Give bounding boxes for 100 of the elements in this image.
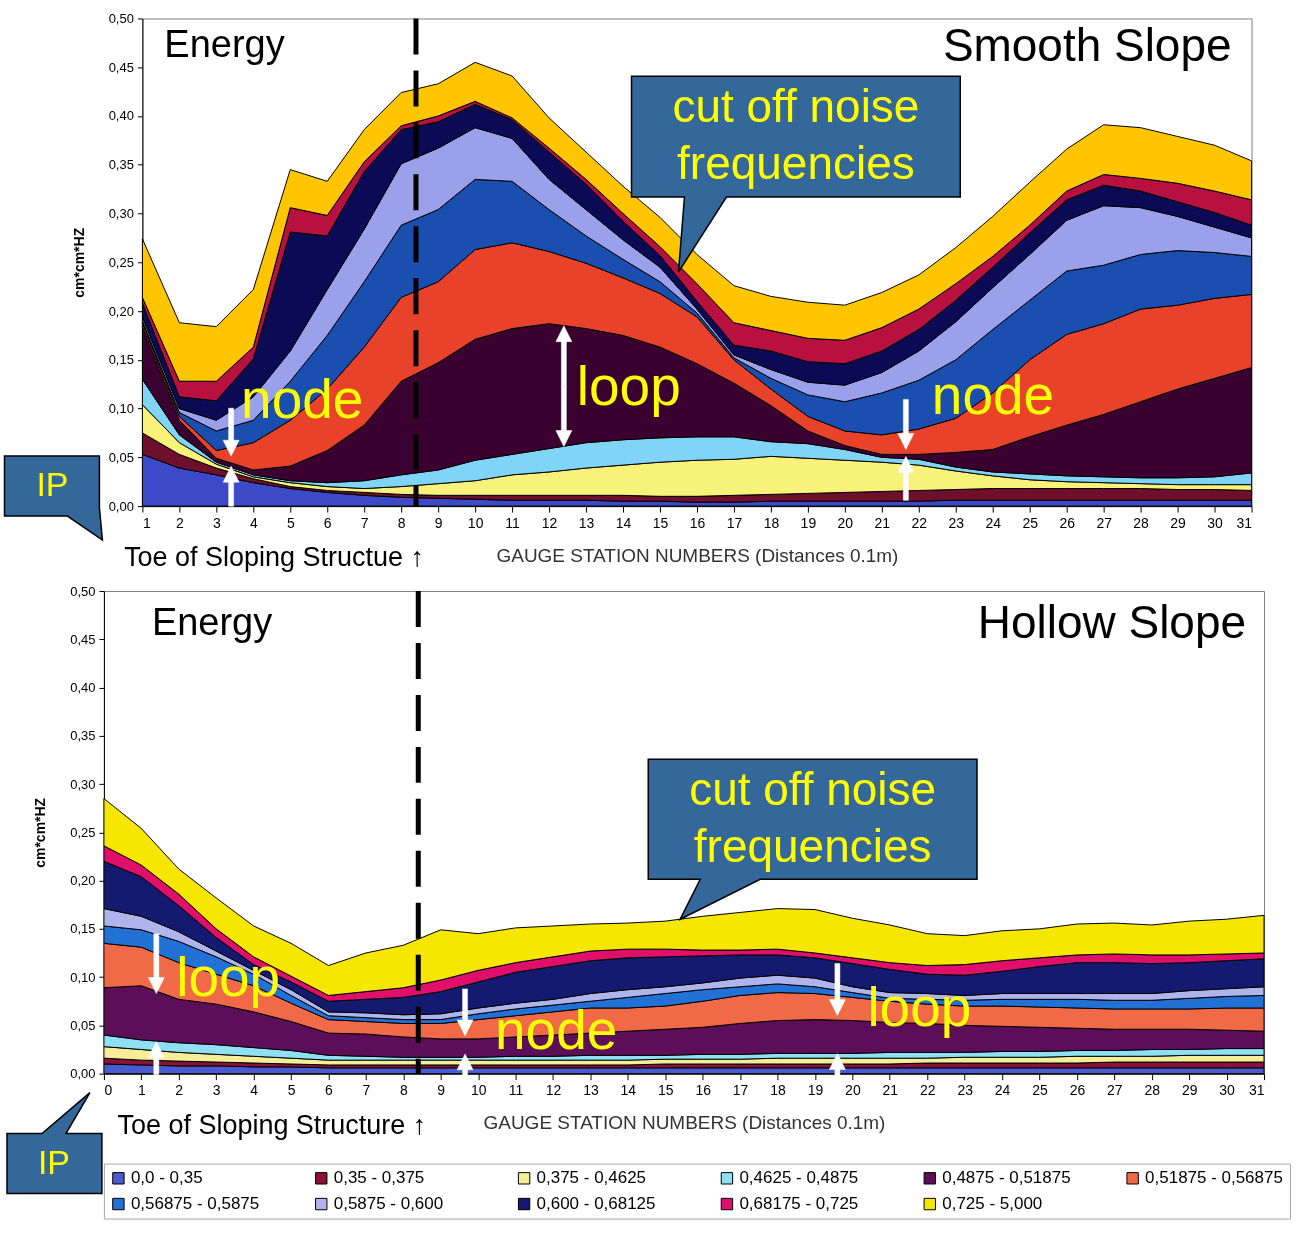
- text: IP: [36, 465, 69, 504]
- y-tick-label: 0,45: [70, 631, 96, 647]
- ref-line-label: Toe of Sloping Structue ↑: [124, 542, 424, 573]
- y-tick-label: 0,30: [70, 776, 96, 792]
- x-tick-label: 23: [957, 1082, 974, 1099]
- x-tick-label: 28: [1133, 514, 1150, 531]
- x-tick-label: 14: [620, 1082, 637, 1099]
- x-tick-label: 12: [541, 514, 558, 531]
- y-tick-label: 0,25: [108, 254, 134, 270]
- x-tick-label: 8: [399, 1082, 408, 1099]
- y-tick-label: 0,40: [108, 108, 134, 124]
- x-tick-label: 27: [1096, 514, 1113, 531]
- x-tick-label: 26: [1069, 1082, 1086, 1099]
- x-tick-label: 3: [212, 1082, 221, 1099]
- x-tick-label: 19: [800, 514, 817, 531]
- x-tick-label: 22: [911, 514, 928, 531]
- y-tick-label: 0,10: [108, 401, 134, 417]
- x-tick-label: 26: [1059, 514, 1076, 531]
- x-tick-label: 9: [437, 1082, 446, 1099]
- x-tick-label: 16: [695, 1082, 712, 1099]
- legend-label: 0,375 - 0,4625: [536, 1168, 647, 1188]
- y-tick-label: 0,35: [108, 157, 134, 173]
- x-tick-label: 31: [1248, 1082, 1265, 1099]
- y-tick-label: 0,50: [70, 583, 96, 599]
- x-tick-label: 9: [434, 514, 443, 531]
- legend-label: 0,5875 - 0,600: [333, 1194, 444, 1214]
- y-tick-label: 0,15: [108, 352, 134, 368]
- legend-label: 0,600 - 0,68125: [536, 1194, 656, 1214]
- x-tick-label: 20: [837, 514, 854, 531]
- x-tick-label: 6: [323, 514, 332, 531]
- x-tick-label: 23: [948, 514, 965, 531]
- x-tick-label: 2: [175, 514, 184, 531]
- x-tick-label: 10: [467, 514, 484, 531]
- annotation: loop: [576, 354, 681, 417]
- legend-label: 0,725 - 5,000: [942, 1194, 1043, 1214]
- x-tick-label: 30: [1219, 1082, 1236, 1099]
- annotation: Energy: [151, 600, 273, 643]
- x-tick-label: 11: [508, 1082, 524, 1099]
- x-tick-label: 2: [175, 1082, 184, 1099]
- y-tick-label: 0,00: [108, 498, 134, 514]
- legend-label: 0,68175 - 0,725: [739, 1194, 859, 1214]
- y-tick-label: 0,25: [70, 824, 96, 840]
- x-axis-title: GAUGE STATION NUMBERS (Distances 0.1m): [483, 1112, 886, 1134]
- x-tick-label: 1: [137, 1082, 146, 1099]
- x-tick-label: 17: [726, 514, 743, 531]
- x-tick-label: 16: [689, 514, 706, 531]
- y-tick-label: 0,30: [108, 206, 134, 221]
- x-tick-label: 24: [985, 514, 1002, 531]
- x-tick-label: 5: [287, 1082, 296, 1099]
- x-tick-label: 28: [1144, 1082, 1161, 1099]
- x-tick-label: 7: [362, 1082, 371, 1099]
- legend-label: 0,4875 - 0,51875: [942, 1168, 1071, 1188]
- x-tick-label: 15: [657, 1082, 674, 1099]
- x-tick-label: 1: [142, 514, 151, 531]
- x-tick-label: 13: [583, 1082, 599, 1099]
- x-tick-label: 19: [807, 1082, 824, 1099]
- x-tick-label: 5: [286, 514, 295, 531]
- x-tick-label: 4: [249, 514, 258, 531]
- x-tick-label: 25: [1032, 1082, 1048, 1099]
- x-tick-label: 10: [470, 1082, 487, 1099]
- legend-label: 0,51875 - 0,56875: [1145, 1168, 1283, 1188]
- x-tick-label: 15: [652, 514, 669, 531]
- x-tick-label: 24: [994, 1082, 1011, 1099]
- y-tick-label: 0,15: [70, 921, 96, 937]
- x-tick-label: 3: [212, 514, 221, 531]
- x-tick-label: 29: [1181, 1082, 1198, 1099]
- chart-title: Hollow Slope: [977, 595, 1247, 648]
- x-tick-label: 20: [845, 1082, 861, 1099]
- annotation: cut off noise frequencies: [689, 762, 937, 872]
- x-tick-label: 11: [505, 514, 521, 531]
- x-tick-label: 31: [1236, 514, 1253, 531]
- text: IP: [37, 1142, 71, 1181]
- x-axis-title: GAUGE STATION NUMBERS (Distances 0.1m): [496, 544, 899, 566]
- x-tick-label: 18: [770, 1082, 787, 1099]
- y-tick-label: 0,20: [108, 303, 134, 319]
- y-tick-label: 0,35: [70, 728, 96, 744]
- x-tick-label: 17: [732, 1082, 749, 1099]
- legend-label: 0,56875 - 0,5875: [130, 1194, 260, 1214]
- y-tick-label: 0,00: [70, 1066, 96, 1082]
- legend-label: 0,35 - 0,375: [333, 1168, 425, 1188]
- x-tick-label: 22: [919, 1082, 936, 1099]
- x-tick-label: 18: [763, 514, 780, 531]
- y-tick-label: 0,20: [70, 873, 96, 889]
- x-tick-label: 8: [397, 514, 406, 531]
- x-tick-label: 21: [874, 514, 891, 531]
- y-axis-title: cm*cm*HZ: [32, 797, 49, 868]
- x-tick-label: 0: [104, 1082, 113, 1099]
- annotation: node: [241, 368, 364, 431]
- annotation: loop: [176, 945, 281, 1008]
- y-tick-label: 0,05: [108, 449, 134, 465]
- annotation: cut off noise frequencies: [672, 80, 920, 190]
- x-tick-label: 27: [1107, 1082, 1123, 1099]
- x-tick-label: 14: [615, 514, 632, 531]
- ref-line-label: Toe of Sloping Structure ↑: [117, 1109, 427, 1140]
- x-tick-label: 6: [325, 1082, 334, 1099]
- y-tick-label: 0,45: [108, 59, 134, 75]
- annotation: Energy: [164, 23, 285, 66]
- x-tick-label: 25: [1022, 514, 1039, 531]
- x-tick-label: 13: [578, 514, 595, 531]
- x-tick-label: 4: [250, 1082, 259, 1099]
